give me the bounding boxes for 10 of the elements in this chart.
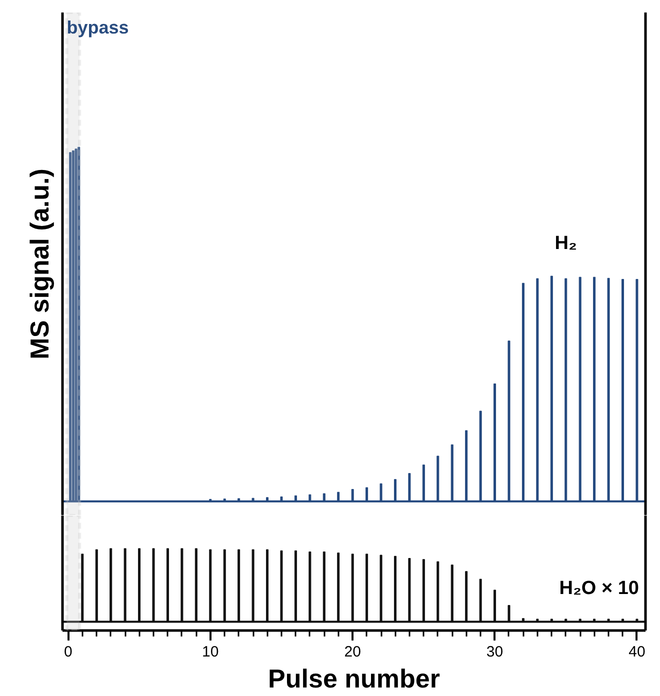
band-label: bypass [66,18,129,38]
x-tick-label: 40 [628,644,646,660]
x-tick-label: 30 [486,644,504,660]
x-tick-label: 0 [64,644,72,660]
x-axis-title: Pulse number [268,664,440,694]
x-tick-label: 10 [202,644,219,660]
y-axis-title: MS signal (a.u.) [24,168,54,360]
x-tick-label: 20 [344,644,361,660]
series-label: H₂ [554,233,577,254]
series-label: H₂O × 10 [559,578,639,599]
